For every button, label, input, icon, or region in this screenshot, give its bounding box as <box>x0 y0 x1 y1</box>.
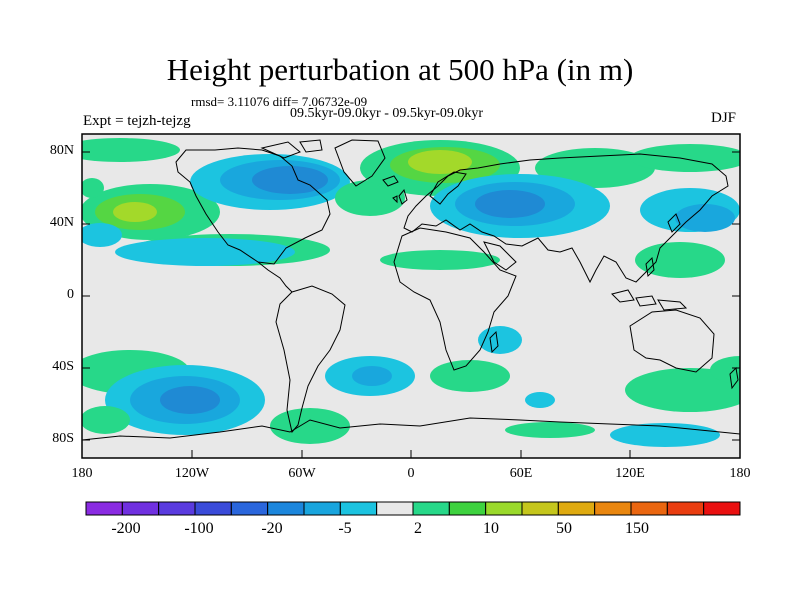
anomaly-contour-pos1 <box>630 144 740 172</box>
colorbar-swatch <box>303 501 341 516</box>
colorbar-swatch <box>594 501 632 516</box>
colorbar <box>85 501 741 516</box>
colorbar-swatch <box>267 501 305 516</box>
anomaly-field <box>82 138 740 447</box>
colorbar-swatch <box>339 501 378 516</box>
colorbar-swatch <box>521 501 559 516</box>
anomaly-contour-pos1 <box>635 242 725 278</box>
experiment-label: Expt = tejzh-tejzg <box>83 113 191 129</box>
lat-label-80s: 80S <box>52 431 74 446</box>
season-label: DJF <box>711 110 737 126</box>
coastlines <box>82 139 740 458</box>
colorbar-label: -5 <box>338 520 352 537</box>
anomaly-contour-pos1 <box>505 422 595 438</box>
colorbar-swatch <box>630 501 668 516</box>
colorbar-label: 150 <box>625 520 649 537</box>
anomaly-contour-pos1 <box>270 408 350 444</box>
anomaly-contour-pos3 <box>408 150 472 174</box>
colorbar-swatch <box>557 501 596 516</box>
plot-subtitle: 09.5kyr-09.0kyr - 09.5kyr-09.0kyr <box>290 106 484 121</box>
colorbar-label: 50 <box>556 520 572 537</box>
anomaly-contour-pos1 <box>380 250 500 270</box>
anomaly-contour-pos1 <box>82 178 104 198</box>
colorbar-label: 2 <box>414 520 422 537</box>
anomaly-contour-neg1 <box>115 238 295 266</box>
rmsd-diff-stats: rmsd= 3.11076 diff= 7.06732e-09 <box>191 94 368 109</box>
anomaly-contour-pos1 <box>710 356 740 384</box>
colorbar-label: -200 <box>111 520 141 537</box>
anomaly-contour-pos1 <box>430 360 510 392</box>
colorbar-swatch <box>376 501 414 516</box>
colorbar-swatch <box>121 501 160 516</box>
colorbar-label: -100 <box>184 520 214 537</box>
anomaly-contour-neg1 <box>82 223 122 247</box>
lon-label-0: 0 <box>407 466 415 481</box>
colorbar-label: -20 <box>261 520 283 537</box>
anomaly-contour-neg2 <box>352 366 392 386</box>
anomaly-contour-pos1 <box>625 368 740 412</box>
anomaly-contour-neg1 <box>478 326 522 354</box>
colorbar-swatch <box>194 501 232 516</box>
lon-label-60w: 60W <box>288 466 316 481</box>
colorbar-swatch <box>666 501 705 516</box>
plot-title: Height perturbation at 500 hPa (in m) <box>166 52 634 87</box>
anomaly-contour-pos1 <box>82 138 180 162</box>
colorbar-label: 10 <box>483 520 499 537</box>
lon-label-180w: 180 <box>71 466 93 481</box>
lon-label-120w: 120W <box>174 466 210 481</box>
lat-label-40n: 40N <box>49 215 74 230</box>
anomaly-contour-pos1 <box>82 406 130 434</box>
colorbar-swatch <box>485 501 523 516</box>
lat-label-40s: 40S <box>52 359 74 374</box>
colorbar-swatch <box>230 501 269 516</box>
axis-ticks <box>82 151 740 458</box>
anomaly-contour-pos3 <box>113 202 157 222</box>
anomaly-contour-neg2 <box>675 204 735 232</box>
colorbar-swatch <box>703 501 741 516</box>
colorbar-swatch <box>85 501 123 516</box>
lon-label-120e: 120E <box>615 466 645 481</box>
colorbar-swatch <box>412 501 450 516</box>
anomaly-contour-neg3 <box>160 386 220 414</box>
anomaly-contour-neg1 <box>525 392 555 408</box>
map-panel <box>81 133 741 459</box>
lon-label-60e: 60E <box>509 466 533 481</box>
anomaly-contour-neg3 <box>475 190 545 218</box>
lat-label-0: 0 <box>67 287 74 302</box>
lat-label-80n: 80N <box>49 143 74 158</box>
colorbar-swatch <box>158 501 196 516</box>
anomaly-contour-neg3 <box>252 166 328 194</box>
lon-label-180e: 180 <box>729 466 751 481</box>
colorbar-swatch <box>448 501 487 516</box>
